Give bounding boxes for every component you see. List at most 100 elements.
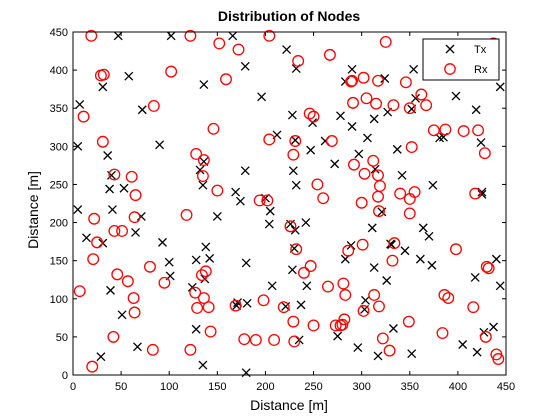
point-rx [408,186,421,199]
x-tick-label: 400 [449,381,467,393]
point-rx [85,29,98,42]
point-rx [360,92,373,105]
x-axis-ticks: 0 50 100 150 200 250 300 350 400 450 [70,32,515,393]
point-rx [190,148,203,160]
point-tx [282,45,292,54]
point-tx [301,218,311,228]
y-tick-label: 400 [50,65,68,77]
point-rx [165,65,178,78]
y-tick-label: 450 [50,27,68,39]
point-rx [144,260,156,273]
point-tx [198,360,208,370]
point-rx [253,194,266,207]
point-rx [307,110,320,123]
point-rx [439,123,452,136]
point-tx [75,99,85,109]
point-tx [361,295,370,305]
point-rx [427,124,440,137]
point-rx [334,319,347,332]
point-tx [373,351,383,361]
point-tx [397,170,407,180]
point-rx [372,190,384,203]
point-tx [495,82,505,92]
point-rx [383,344,396,357]
point-rx [337,277,350,290]
point-rx [199,265,212,278]
point-rx [357,71,370,84]
point-rx [480,260,493,273]
point-tx [131,228,141,237]
point-rx [91,236,104,249]
point-rx [342,244,355,257]
point-rx [307,319,320,332]
point-rx [303,107,316,120]
legend-marker-tx [445,44,455,54]
point-rx [420,99,433,112]
point-rx [356,238,369,251]
point-tx [232,301,242,311]
point-rx [257,294,270,307]
point-tx [418,223,428,233]
point-rx [297,266,310,279]
point-tx [106,285,115,295]
point-rx [479,330,492,343]
point-rx [367,154,380,167]
point-tx [119,183,129,193]
point-tx [191,324,201,334]
point-tx [388,324,398,333]
point-rx [317,192,330,205]
point-tx [105,184,115,194]
point-rx [128,211,141,224]
point-tx [124,71,134,81]
point-rx [147,99,160,112]
point-rx [355,196,368,209]
point-rx [107,330,120,343]
y-tick-label: 0 [62,370,68,382]
point-rx [211,184,224,197]
point-rx [289,135,302,147]
point-tx [382,276,392,285]
point-tx [347,64,357,74]
point-rx [202,301,215,314]
point-tx [495,281,505,291]
point-rx [268,333,281,346]
point-rx [438,289,451,301]
point-tx [257,92,267,102]
x-tick-label: 250 [304,381,322,393]
point-tx [367,223,377,233]
point-rx [158,276,171,289]
point-tx [133,342,142,352]
point-tx [306,145,316,155]
point-tx [411,93,421,103]
point-rx [370,97,383,110]
point-tx [228,31,238,41]
point-rx [116,224,129,237]
point-tx [491,254,501,264]
point-rx [287,315,300,328]
point-tx [302,281,312,291]
point-rx [311,178,324,191]
y-tick-label: 100 [50,294,68,306]
point-rx [346,74,358,87]
legend-label-tx: Tx [474,44,487,56]
x-tick-label: 200 [256,381,274,393]
point-rx [482,262,495,275]
point-tx [471,105,481,115]
point-tx [476,138,486,147]
point-rx [213,37,226,50]
point-rx [368,289,381,301]
point-rx [77,110,90,123]
point-tx [264,219,274,229]
point-rx [128,306,141,319]
point-tx [290,135,300,145]
point-tx [400,246,410,256]
point-tx [333,331,343,341]
point-rx [290,243,303,256]
point-rx [347,96,359,109]
point-rx [108,224,121,237]
point-tx [191,255,201,265]
point-rx [403,207,416,220]
legend: Tx Rx [422,38,500,81]
point-rx [232,43,245,56]
point-tx [212,211,222,221]
